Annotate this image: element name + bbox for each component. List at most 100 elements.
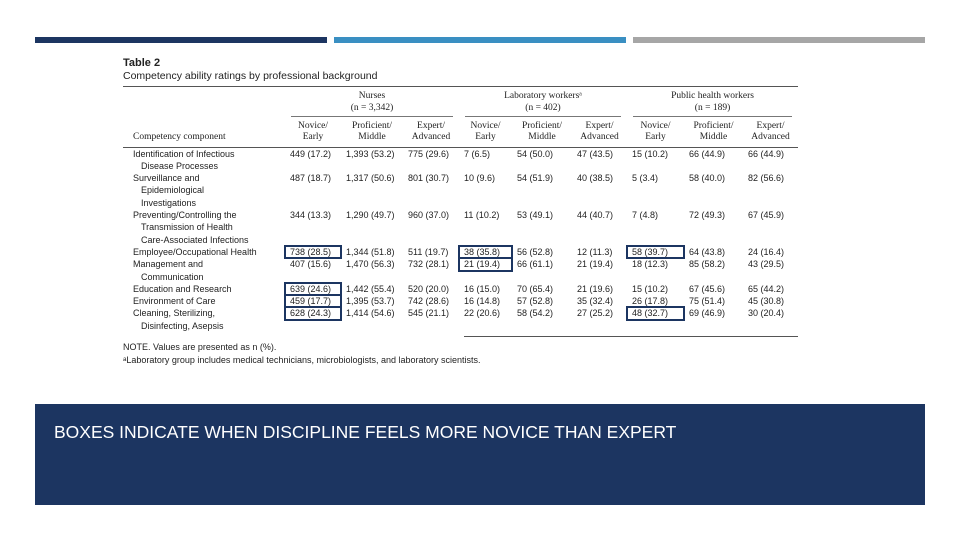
table-cell: 742 (28.6) — [408, 296, 450, 307]
competency-label: Preventing/Controlling the — [133, 210, 237, 221]
table-row: Investigations — [123, 197, 798, 209]
empty-cell — [684, 184, 743, 196]
table-cell: 1,290 (49.7) — [346, 210, 395, 221]
competency-label: Environment of Care — [133, 296, 216, 307]
empty-cell — [512, 221, 572, 233]
table-cell: 67 (45.6) — [689, 283, 726, 294]
empty-cell — [403, 320, 459, 336]
empty-cell — [285, 184, 341, 196]
empty-cell — [684, 320, 743, 336]
table-row: Employee/Occupational Health 738 (28.5) 1,… — [123, 244, 798, 260]
competency-label: Identification of Infectious — [133, 148, 235, 159]
table-subtitle: Competency ability ratings by profession… — [123, 70, 378, 82]
table-cell: 85 (58.2) — [689, 259, 726, 270]
empty-cell — [743, 160, 798, 172]
empty-cell — [743, 320, 798, 336]
empty-cell — [512, 184, 572, 196]
empty-cell — [743, 184, 798, 196]
empty-cell — [512, 197, 572, 209]
level-header: Expert/Advanced — [403, 120, 459, 148]
table-cell: 1,442 (55.4) — [346, 283, 395, 294]
table-cell: 58 (54.2) — [517, 308, 554, 319]
table-cell: 7 (6.5) — [464, 148, 491, 159]
level-header-row: Competency component Novice/Early Profici… — [123, 120, 799, 148]
competency-label: Epidemiological — [141, 185, 205, 196]
table-cell: 1,414 (54.6) — [346, 308, 395, 319]
empty-cell — [743, 234, 798, 246]
empty-cell — [512, 234, 572, 246]
bottom-rule — [464, 336, 798, 338]
group-header-row: Nurses (n = 3,342) Laboratory workersᵃ (n … — [123, 87, 798, 121]
accent-bar-gray — [633, 37, 925, 43]
empty-cell — [459, 184, 512, 196]
caption-banner: BOXES INDICATE WHEN DISCIPLINE FEELS MOR… — [35, 404, 925, 505]
table-cell: 66 (44.9) — [748, 148, 785, 159]
table-cell: 66 (61.1) — [517, 259, 554, 270]
empty-cell — [684, 271, 743, 283]
table-cell: 511 (19.7) — [408, 246, 449, 257]
group-header-public-health: Public health workers (n = 189) — [627, 87, 798, 121]
table-row: Identification of Infectious 449 (17.2) 1,… — [123, 147, 798, 160]
empty-cell — [459, 320, 512, 336]
empty-cell — [459, 197, 512, 209]
table-cell: 7 (4.8) — [632, 210, 659, 221]
table-cell-highlighted: 21 (19.4) — [458, 257, 513, 272]
table-title: Table 2 — [123, 57, 161, 69]
empty-cell — [285, 271, 341, 283]
table-cell: 26 (17.8) — [632, 296, 669, 307]
table-row: Preventing/Controlling the 344 (13.3) 1,29… — [123, 209, 798, 221]
table-cell-highlighted: 628 (24.3) — [284, 306, 342, 321]
competency-label: Surveillance and — [133, 173, 200, 184]
empty-cell — [341, 160, 403, 172]
table-cell: 1,317 (50.6) — [346, 173, 395, 184]
empty-cell — [627, 221, 684, 233]
table-row: Management and 407 (15.6) 1,470 (56.3) 732 … — [123, 257, 798, 272]
table-cell: 15 (10.2) — [632, 283, 669, 294]
empty-cell — [403, 184, 459, 196]
table-cell: 54 (50.0) — [517, 148, 554, 159]
table-cell: 520 (20.0) — [408, 283, 450, 294]
empty-cell — [684, 160, 743, 172]
empty-cell — [459, 221, 512, 233]
group-header-laboratory: Laboratory workersᵃ (n = 402) — [459, 87, 627, 121]
table-cell: 57 (52.8) — [517, 296, 554, 307]
level-header: Proficient/Middle — [341, 120, 403, 148]
table-cell-highlighted: 48 (32.7) — [626, 306, 686, 321]
banner-text: BOXES INDICATE WHEN DISCIPLINE FEELS MOR… — [54, 422, 677, 442]
table-cell: 10 (9.6) — [464, 173, 496, 184]
empty-cell — [743, 221, 798, 233]
table-cell: 407 (15.6) — [290, 259, 332, 270]
table-cell: 15 (10.2) — [632, 148, 669, 159]
column-header-competency: Competency component — [123, 120, 285, 148]
competency-label: Cleaning, Sterilizing, — [133, 308, 216, 319]
table-cell: 487 (18.7) — [290, 173, 332, 184]
empty-cell — [627, 197, 684, 209]
level-header: Novice/Early — [285, 120, 341, 148]
empty-cell — [403, 160, 459, 172]
table-cell: 65 (44.2) — [748, 283, 785, 294]
table-cell: 21 (19.6) — [577, 283, 614, 294]
table-cell: 1,470 (56.3) — [346, 259, 395, 270]
table-cell: 35 (32.4) — [577, 296, 614, 307]
table-cell: 11 (10.2) — [464, 210, 500, 221]
competency-label: Disinfecting, Asepsis — [141, 320, 224, 331]
table-cell: 16 (14.8) — [464, 296, 501, 307]
competency-label: Communication — [141, 271, 204, 282]
empty-cell — [684, 234, 743, 246]
empty-cell — [459, 160, 512, 172]
empty-cell — [572, 197, 627, 209]
competency-label: Care-Associated Infections — [141, 234, 249, 245]
table-footnote: ᵃLaboratory group includes medical techn… — [123, 355, 481, 366]
table-cell-highlighted: 38 (35.8) — [458, 244, 513, 260]
empty-cell — [403, 271, 459, 283]
competency-table-figure: Table 2 Competency ability ratings by pr… — [123, 57, 799, 366]
table-cell-highlighted: 639 (24.6) — [284, 281, 342, 297]
table-cell: 40 (38.5) — [577, 173, 614, 184]
empty-cell — [341, 234, 403, 246]
table-cell: 56 (52.8) — [517, 246, 554, 257]
empty-cell — [341, 197, 403, 209]
empty-cell — [512, 271, 572, 283]
table-cell: 12 (11.3) — [577, 246, 613, 257]
competency-table: Nurses (n = 3,342) Laboratory workersᵃ (n … — [123, 87, 799, 336]
table-row: Cleaning, Sterilizing, 628 (24.3) 1,414 (5… — [123, 306, 798, 321]
